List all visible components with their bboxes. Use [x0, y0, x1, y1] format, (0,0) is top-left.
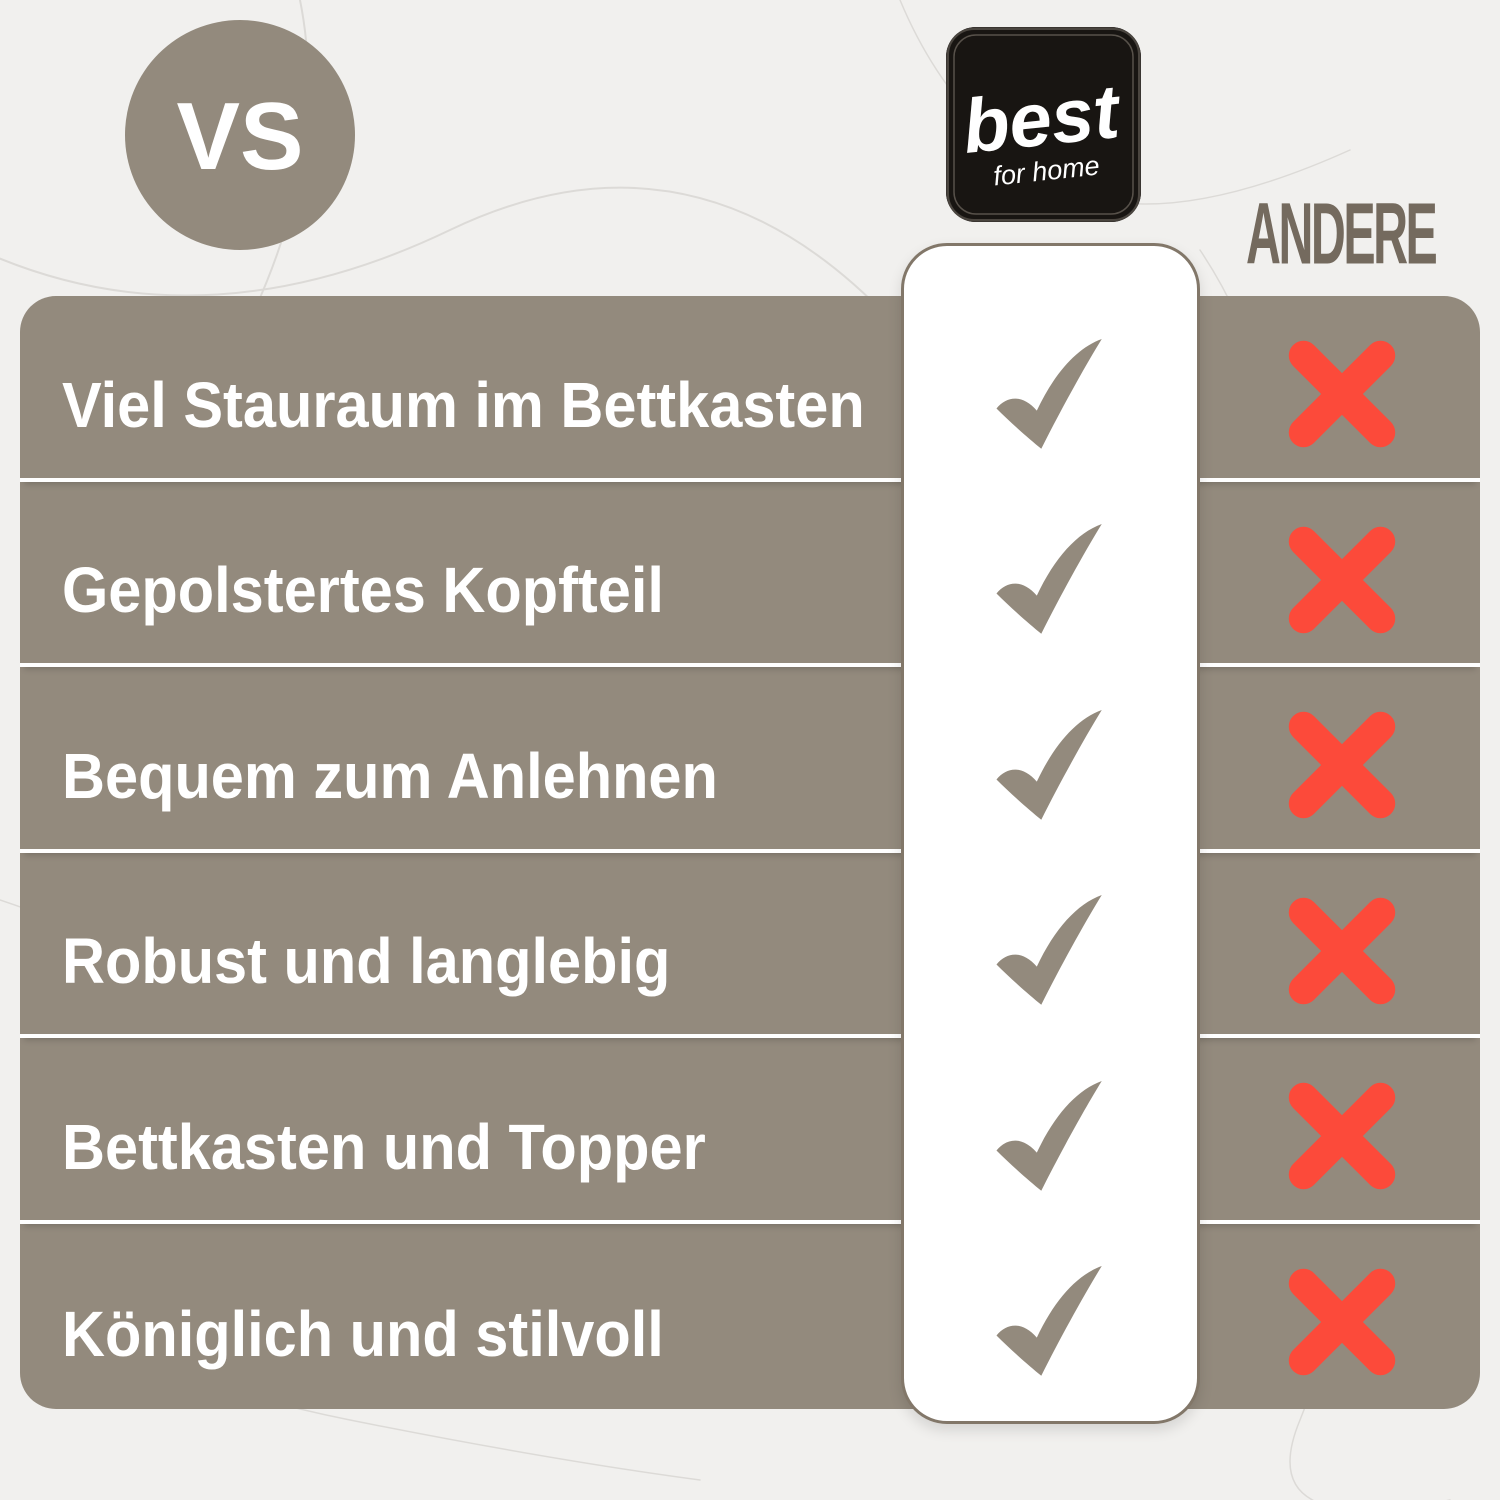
svg-text:VS: VS — [177, 85, 304, 186]
svg-text:best: best — [959, 69, 1126, 170]
